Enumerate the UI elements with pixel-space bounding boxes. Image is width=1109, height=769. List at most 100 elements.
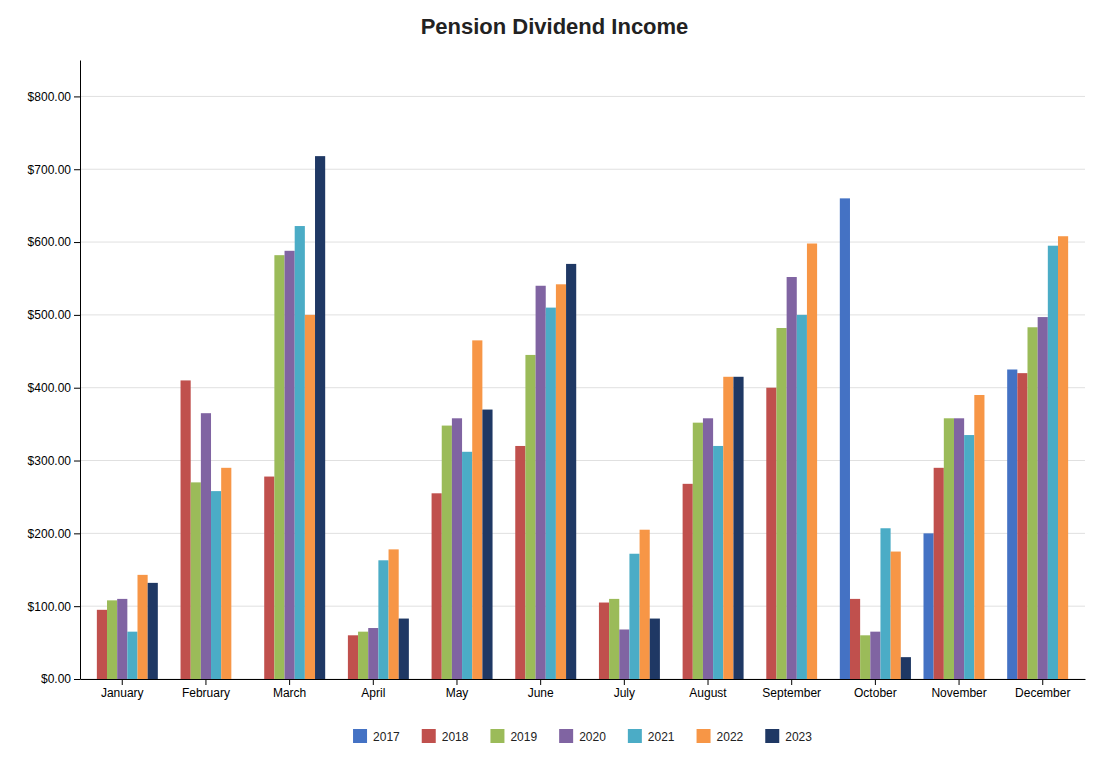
x-tick-label: July: [614, 686, 635, 700]
y-tick: $500.00: [28, 308, 80, 322]
legend-item: 2021: [628, 729, 675, 744]
bar: [923, 533, 933, 679]
bar: [703, 418, 713, 679]
bar: [880, 528, 890, 679]
bar: [609, 599, 619, 679]
x-tick-label: March: [273, 686, 306, 700]
y-axis: $0.00$100.00$200.00$300.00$400.00$500.00…: [28, 61, 81, 687]
bar: [462, 452, 472, 679]
x-tick-mark: [289, 679, 290, 685]
y-tick-mark: [74, 96, 80, 97]
x-tick-mark: [205, 679, 206, 685]
y-tick: $800.00: [28, 90, 80, 104]
bar: [934, 468, 944, 679]
chart: Pension Dividend Income$0.00$100.00$200.…: [0, 0, 1109, 769]
bar: [713, 446, 723, 679]
legend-swatch: [765, 729, 779, 743]
legend-label: 2023: [785, 730, 812, 744]
bar: [693, 423, 703, 679]
bar: [599, 603, 609, 679]
y-tick-mark: [74, 679, 80, 680]
bar: [389, 549, 399, 679]
bar: [127, 632, 137, 679]
y-tick: $600.00: [28, 235, 80, 249]
bar: [515, 446, 525, 679]
grid-line: [80, 387, 1085, 388]
bar: [974, 395, 984, 679]
bar: [305, 315, 315, 679]
x-tick-label: January: [101, 686, 144, 700]
bar: [640, 530, 650, 679]
bar: [117, 599, 127, 679]
y-tick-mark: [74, 388, 80, 389]
x-tick: July: [614, 679, 635, 700]
bar: [546, 308, 556, 679]
x-tick-mark: [373, 679, 374, 685]
y-tick: $100.00: [28, 600, 80, 614]
title: Pension Dividend Income: [421, 14, 689, 39]
bar: [807, 244, 817, 679]
bar: [1058, 236, 1068, 679]
legend-label: 2021: [648, 730, 675, 744]
bar: [285, 251, 295, 679]
x-tick: April: [361, 679, 385, 700]
plot: $0.00$100.00$200.00$300.00$400.00$500.00…: [28, 61, 1086, 700]
y-tick-label: $300.00: [28, 454, 72, 468]
grid-line: [80, 169, 1085, 170]
bar: [964, 435, 974, 679]
y-tick: $200.00: [28, 527, 80, 541]
x-tick-label: June: [528, 686, 554, 700]
bar: [566, 264, 576, 679]
y-tick-mark: [74, 461, 80, 462]
bar: [619, 629, 629, 679]
x-tick-mark: [456, 679, 457, 685]
x-axis-line: [81, 679, 1086, 680]
y-tick-mark: [74, 606, 80, 607]
bar: [315, 156, 325, 679]
bar: [891, 552, 901, 679]
x-tick-mark: [540, 679, 541, 685]
x-tick: December: [1015, 679, 1070, 700]
y-tick-label: $800.00: [28, 90, 72, 104]
x-tick-mark: [959, 679, 960, 685]
bar: [264, 477, 274, 679]
bar: [1048, 246, 1058, 679]
x-tick-label: May: [446, 686, 469, 700]
y-tick-label: $600.00: [28, 235, 72, 249]
bar: [536, 286, 546, 679]
bar: [191, 482, 201, 679]
grid-line: [80, 96, 1085, 97]
bar: [766, 388, 776, 679]
x-tick: March: [273, 679, 306, 700]
y-tick-label: $400.00: [28, 381, 72, 395]
x-tick-label: February: [182, 686, 230, 700]
bar: [1027, 327, 1037, 679]
bar: [944, 418, 954, 679]
bar: [629, 554, 639, 679]
bar: [650, 619, 660, 679]
legend-swatch: [353, 729, 367, 743]
bar: [452, 418, 462, 679]
legend-item: 2022: [697, 729, 744, 744]
bar: [787, 277, 797, 679]
x-tick: August: [689, 679, 727, 700]
x-tick: September: [762, 679, 821, 700]
bar: [850, 599, 860, 679]
x-tick: May: [446, 679, 469, 700]
bar: [797, 315, 807, 679]
bar: [295, 226, 305, 679]
y-tick: $700.00: [28, 163, 80, 177]
bars: [97, 156, 1068, 679]
grid-line: [80, 242, 1085, 243]
x-axis: January February March April May June July Augu…: [81, 679, 1086, 700]
y-tick-mark: [74, 315, 80, 316]
bar: [840, 198, 850, 679]
x-tick-mark: [791, 679, 792, 685]
x-tick-label: September: [762, 686, 821, 700]
bar: [358, 632, 368, 679]
legend-label: 2022: [717, 730, 744, 744]
bar: [860, 635, 870, 679]
bar-series: [148, 156, 911, 679]
y-tick-label: $200.00: [28, 527, 72, 541]
bar-series: [138, 236, 1069, 679]
